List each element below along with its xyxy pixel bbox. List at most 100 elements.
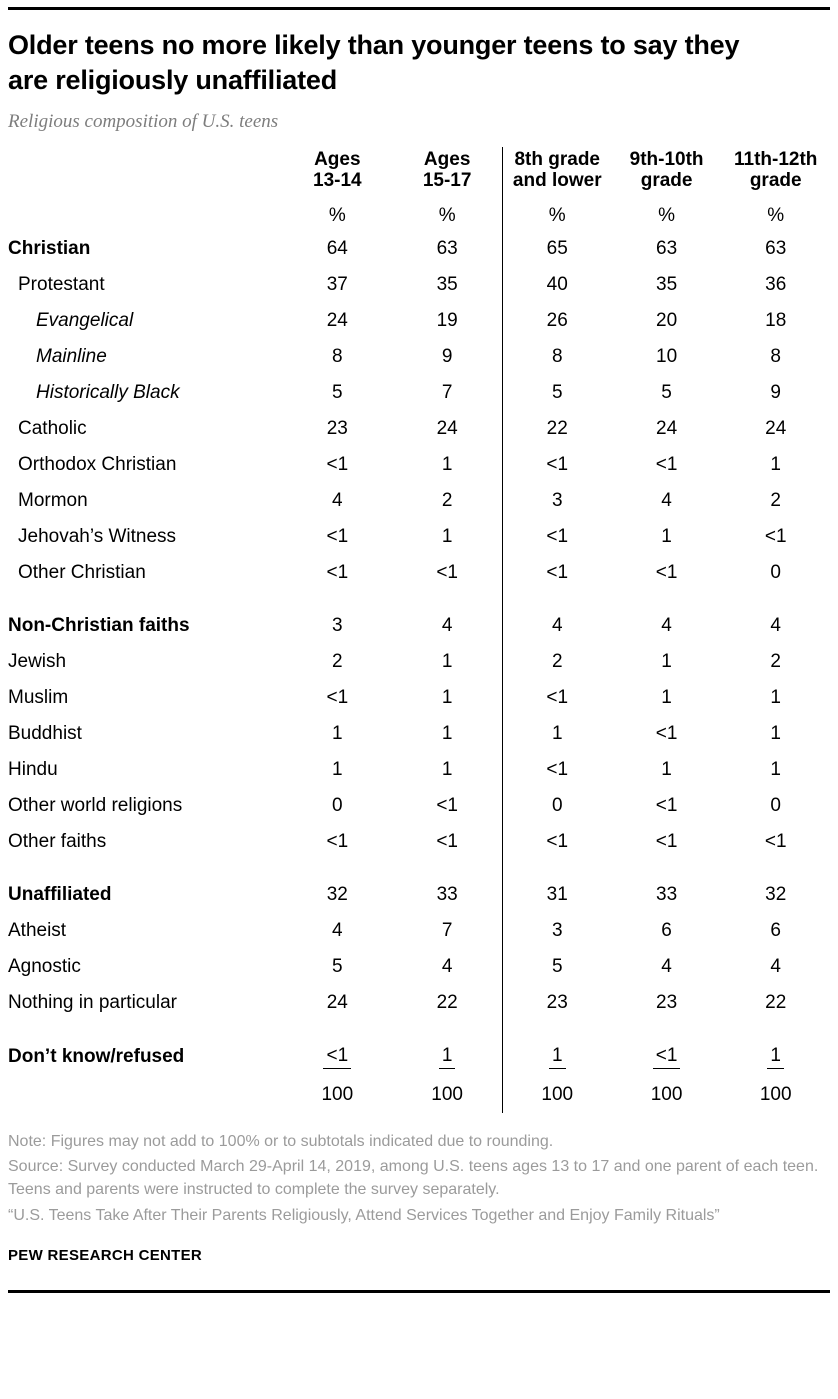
cell-value: 9	[770, 381, 781, 403]
cell-value: 2	[770, 650, 781, 672]
cell-value: 26	[501, 302, 612, 339]
cell-value: 37	[326, 273, 348, 295]
cell-value: <1	[655, 453, 678, 475]
row-label: Jewish	[8, 650, 67, 672]
cell-value: 0	[501, 787, 612, 824]
cell-value: 65	[501, 230, 612, 267]
cell-value: <1	[501, 751, 612, 788]
cell-value: 6	[770, 919, 781, 941]
report-title-text: “U.S. Teens Take After Their Parents Rel…	[8, 1206, 720, 1224]
table-row-hindu: Hindu 1 1 <1 1 1	[8, 751, 830, 788]
column-header-0: Ages 13-14	[313, 149, 362, 192]
table-row-don-t-know-refused: Don’t know/refused <1 1 1 <1 1	[8, 1020, 830, 1076]
row-label-header	[8, 147, 282, 194]
cell-value: 3	[501, 482, 612, 519]
unit-row-label	[8, 194, 282, 231]
cell-value: 18	[765, 309, 787, 331]
cell-value: 1	[770, 686, 781, 708]
cell-value: 63	[656, 237, 678, 259]
table-row-non-christian-faiths: Non-Christian faiths 3 4 4 4 4	[8, 590, 830, 644]
cell-value: 1	[393, 1021, 503, 1076]
cell-value: 1	[501, 715, 612, 752]
cell-value: 8	[770, 345, 781, 367]
cell-value: <1	[326, 453, 349, 475]
cell-value: 1	[770, 722, 781, 744]
total-value: 100	[431, 1083, 463, 1105]
unit-cell: %	[658, 204, 676, 226]
row-label: Other world religions	[8, 794, 183, 816]
total-value: 100	[650, 1083, 683, 1105]
row-label: Hindu	[8, 758, 58, 780]
cell-value: <1	[655, 722, 678, 744]
row-label: Mainline	[36, 345, 107, 367]
cell-value: 7	[441, 919, 453, 941]
row-label: Catholic	[18, 417, 87, 439]
underlined-value: <1	[652, 1045, 681, 1069]
column-header-row: Ages 13-14 Ages 15-17 8th grade and lower 9…	[8, 147, 830, 194]
cell-value: 63	[765, 237, 787, 259]
cell-value: 1	[441, 525, 453, 547]
cell-value: 1	[721, 1021, 830, 1076]
table-row-jehovah-s-witness: Jehovah’s Witness <1 1 <1 1 <1	[8, 518, 830, 555]
cell-value: 1	[332, 722, 343, 744]
cell-value: 19	[436, 309, 458, 331]
unit-cell: %	[328, 204, 346, 226]
unit-cell: %	[501, 193, 612, 231]
chart-title: Older teens no more likely than younger …	[8, 30, 740, 96]
cell-value: 1	[441, 453, 453, 475]
unit-row: %%%%%	[8, 193, 830, 231]
cell-value: 24	[656, 417, 678, 439]
table-row-catholic: Catholic 23 24 22 24 24	[8, 410, 830, 447]
cell-value: 32	[326, 883, 348, 905]
cell-value: 5	[332, 381, 343, 403]
total-value: 100	[321, 1083, 354, 1105]
row-label: Protestant	[18, 273, 105, 295]
table-row-evangelical: Evangelical 24 19 26 20 18	[8, 302, 830, 339]
cell-value: 4	[332, 489, 343, 511]
table-row-orthodox-christian: Orthodox Christian <1 1 <1 <1 1	[8, 446, 830, 483]
cell-value: 4	[501, 590, 612, 644]
cell-value: 1	[441, 686, 453, 708]
column-header-3: 9th-10th grade	[629, 149, 704, 192]
cell-value: 1	[441, 722, 453, 744]
cell-value: 1	[332, 758, 343, 780]
cell-value: <1	[282, 1021, 393, 1076]
total-value: 100	[501, 1075, 612, 1113]
cell-value: 7	[441, 381, 453, 403]
table-row-nothing-in-particular: Nothing in particular 24 22 23 23 22	[8, 984, 830, 1021]
cell-value: 23	[326, 417, 348, 439]
cell-value: <1	[501, 554, 612, 591]
footer: Note: Figures may not add to 100% or to …	[8, 1131, 830, 1265]
row-label: Jehovah’s Witness	[18, 525, 177, 547]
cell-value: 23	[656, 991, 678, 1013]
cell-value: <1	[326, 830, 349, 852]
row-label: Orthodox Christian	[18, 453, 177, 475]
table-row-other-christian: Other Christian <1 <1 <1 <1 0	[8, 554, 830, 591]
table-row-other-faiths: Other faiths <1 <1 <1 <1 <1	[8, 823, 830, 860]
cell-value: 3	[501, 912, 612, 949]
cell-value: 1	[441, 758, 453, 780]
cell-value: 5	[332, 955, 343, 977]
religion-table: Ages 13-14 Ages 15-17 8th grade and lower 9…	[8, 147, 830, 1113]
cell-value: 24	[326, 309, 348, 331]
cell-value: 33	[656, 883, 678, 905]
cell-value: 20	[656, 309, 678, 331]
cell-value: 0	[770, 561, 781, 583]
underlined-value: 1	[767, 1045, 784, 1069]
cell-value: <1	[501, 679, 612, 716]
row-label: Agnostic	[8, 955, 81, 977]
table-row-atheist: Atheist 4 7 3 6 6	[8, 912, 830, 949]
unit-cell: %	[438, 204, 456, 226]
table-row-agnostic: Agnostic 5 4 5 4 4	[8, 948, 830, 985]
table-row-christian: Christian 64 63 65 63 63	[8, 230, 830, 267]
cell-value: 24	[765, 417, 787, 439]
cell-value: 22	[765, 991, 787, 1013]
table-row-jewish: Jewish 2 1 2 1 2	[8, 643, 830, 680]
cell-value: 36	[765, 273, 787, 295]
cell-value: 1	[661, 758, 672, 780]
cell-value: 33	[436, 883, 458, 905]
row-label: Christian	[8, 237, 91, 259]
cell-value: 1	[661, 686, 672, 708]
table-row-mormon: Mormon 4 2 3 4 2	[8, 482, 830, 519]
table-row-buddhist: Buddhist 1 1 1 <1 1	[8, 715, 830, 752]
